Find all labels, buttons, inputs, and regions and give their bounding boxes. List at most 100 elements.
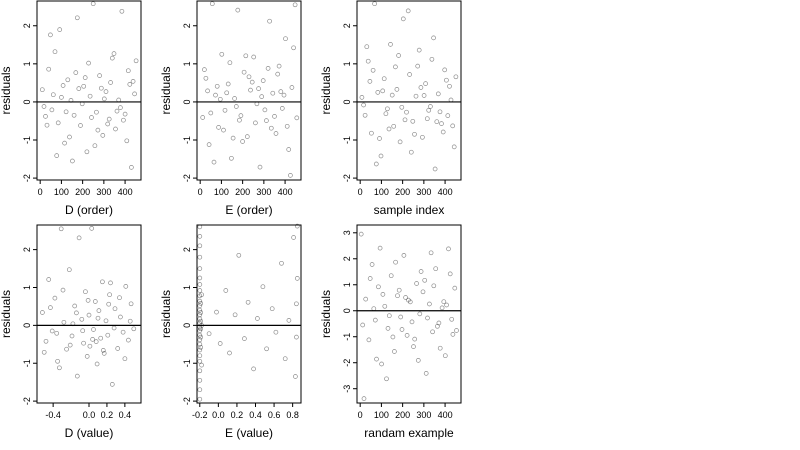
y-tick-label: -1 <box>22 136 32 144</box>
data-point <box>437 109 443 115</box>
data-point <box>198 318 204 324</box>
data-point <box>211 159 217 165</box>
y-tick-label: 2 <box>342 256 352 261</box>
data-point <box>109 55 115 61</box>
data-point <box>80 328 86 334</box>
data-point <box>425 315 430 321</box>
data-point <box>375 90 381 95</box>
y-tick-label: -1 <box>22 359 32 367</box>
data-point <box>213 92 218 98</box>
data-point <box>59 95 64 100</box>
y-tick-label: -1 <box>342 333 352 341</box>
y-tick-label: -3 <box>342 385 352 393</box>
x-axis-title: E (order) <box>225 203 272 217</box>
data-point <box>41 349 47 355</box>
data-point <box>369 262 375 267</box>
data-point <box>223 288 229 293</box>
data-point <box>244 134 250 139</box>
data-point <box>383 111 389 117</box>
data-point <box>396 53 401 58</box>
data-point <box>450 123 456 129</box>
data-point <box>366 337 372 343</box>
data-point <box>414 281 419 286</box>
data-point <box>242 336 247 341</box>
data-point <box>400 16 406 22</box>
data-point <box>197 341 203 347</box>
data-point <box>101 96 107 102</box>
data-point <box>372 317 378 323</box>
data-point <box>217 341 223 346</box>
y-tick-label: 2 <box>182 23 192 28</box>
data-point <box>72 303 78 309</box>
data-point <box>410 118 416 124</box>
data-point <box>248 87 253 93</box>
data-point <box>52 295 58 301</box>
data-point <box>381 76 387 82</box>
y-tick-label: -1 <box>182 359 192 367</box>
y-tick-label: 1 <box>342 282 352 287</box>
data-point <box>276 63 282 69</box>
data-point <box>126 337 131 343</box>
data-point <box>376 284 381 290</box>
data-point <box>221 127 226 133</box>
data-point <box>447 271 453 277</box>
y-tick-label: -1 <box>182 136 192 144</box>
data-point <box>444 77 449 83</box>
x-tick-label: -0.4 <box>45 410 61 420</box>
data-point <box>197 320 203 326</box>
data-point <box>428 104 433 109</box>
data-point <box>87 93 93 99</box>
x-axis-title: sample index <box>374 203 445 217</box>
data-point <box>127 318 133 324</box>
data-point <box>363 296 369 302</box>
data-point <box>94 361 100 367</box>
data-point <box>364 44 370 50</box>
data-point <box>283 36 288 42</box>
data-point <box>44 122 50 128</box>
data-point <box>422 277 428 283</box>
data-point <box>123 284 129 289</box>
data-point <box>108 80 113 85</box>
data-point <box>197 254 203 260</box>
data-point <box>94 109 99 115</box>
data-point <box>197 387 203 393</box>
data-point <box>197 234 203 239</box>
data-point <box>55 120 61 126</box>
data-point <box>90 337 95 342</box>
data-point <box>93 339 99 344</box>
data-point <box>412 131 417 137</box>
data-point <box>257 164 263 170</box>
data-point <box>241 69 247 75</box>
data-point <box>403 295 408 300</box>
data-point <box>435 323 440 329</box>
data-point <box>405 8 411 14</box>
data-point <box>262 107 268 113</box>
y-tick-label: 1 <box>22 285 32 290</box>
data-point <box>370 67 376 73</box>
data-point <box>105 121 111 127</box>
data-point <box>106 301 112 307</box>
x-tick-label: 0.4 <box>119 410 132 420</box>
data-point <box>76 235 82 241</box>
data-point <box>447 83 452 89</box>
data-point <box>279 106 285 111</box>
data-point <box>103 318 109 324</box>
y-tick-label: 0 <box>22 323 32 328</box>
y-axis-title: residuals <box>0 66 13 114</box>
y-axis-title: residuals <box>159 66 173 114</box>
data-point <box>60 287 66 293</box>
data-point <box>367 79 373 84</box>
data-point <box>91 327 96 332</box>
panel-4: -0.4 0.0 0.2 0.4 -2 -1 0 1 2 D (value) residuals <box>0 224 142 440</box>
data-point <box>125 68 131 74</box>
data-point <box>115 346 121 351</box>
data-point <box>436 320 442 326</box>
data-point <box>386 126 392 132</box>
data-point <box>98 85 104 91</box>
data-point <box>70 158 75 164</box>
data-point <box>67 342 73 348</box>
data-point <box>416 47 422 53</box>
data-point <box>124 138 130 144</box>
data-point <box>437 345 443 351</box>
data-point <box>49 107 55 113</box>
